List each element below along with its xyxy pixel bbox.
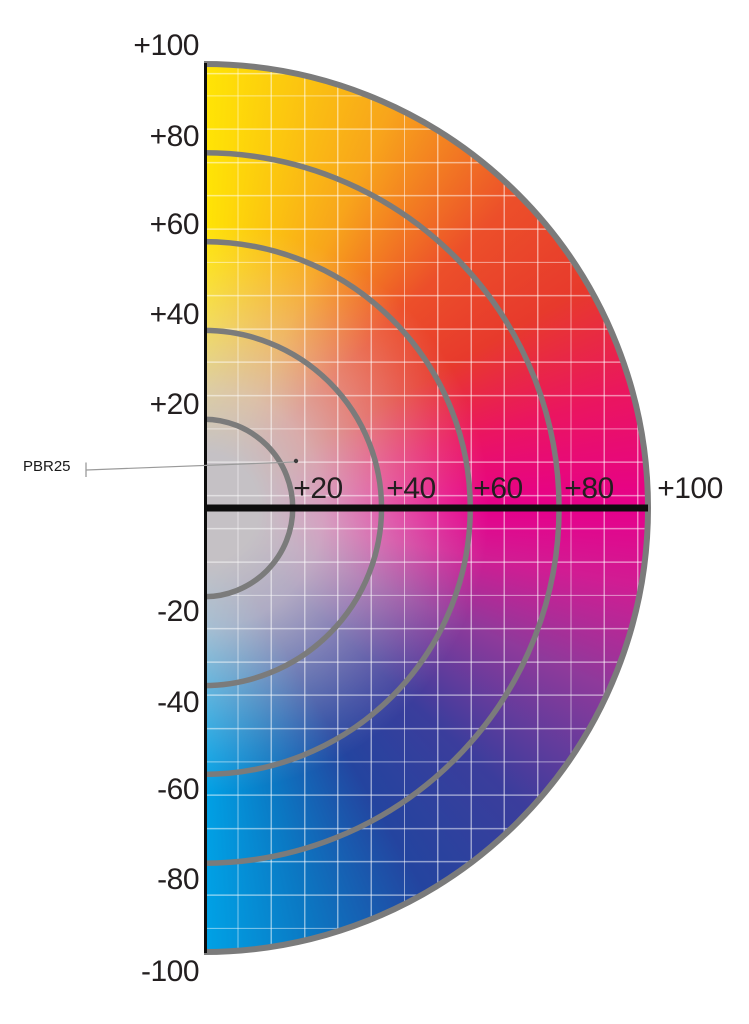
- y-axis-tick-plus80: +80: [149, 120, 200, 153]
- y-axis-tick-minus60: -60: [157, 773, 199, 806]
- y-axis-tick-minus40: -40: [157, 686, 199, 719]
- annotation-pbr25-label: PBR25: [23, 458, 71, 475]
- y-axis-tick-minus20: -20: [157, 595, 199, 628]
- x-axis-tick-plus60: +60: [473, 472, 523, 505]
- y-axis-tick-plus40: +40: [149, 298, 200, 331]
- x-axis-tick-plus100: +100: [657, 472, 723, 505]
- y-axis-tick-plus100: +100: [133, 29, 199, 62]
- x-axis-tick-plus20: +20: [293, 472, 343, 505]
- x-axis-tick-plus40: +40: [386, 472, 436, 505]
- x-axis-tick-plus80: +80: [564, 472, 614, 505]
- y-axis-tick-minus100: -100: [140, 955, 200, 988]
- y-axis-tick-plus20: +20: [149, 388, 200, 421]
- color-semicircle-gradient: [204, 64, 648, 952]
- y-axis-tick-minus80: -80: [157, 863, 199, 896]
- y-axis-tick-plus60: +60: [149, 208, 200, 241]
